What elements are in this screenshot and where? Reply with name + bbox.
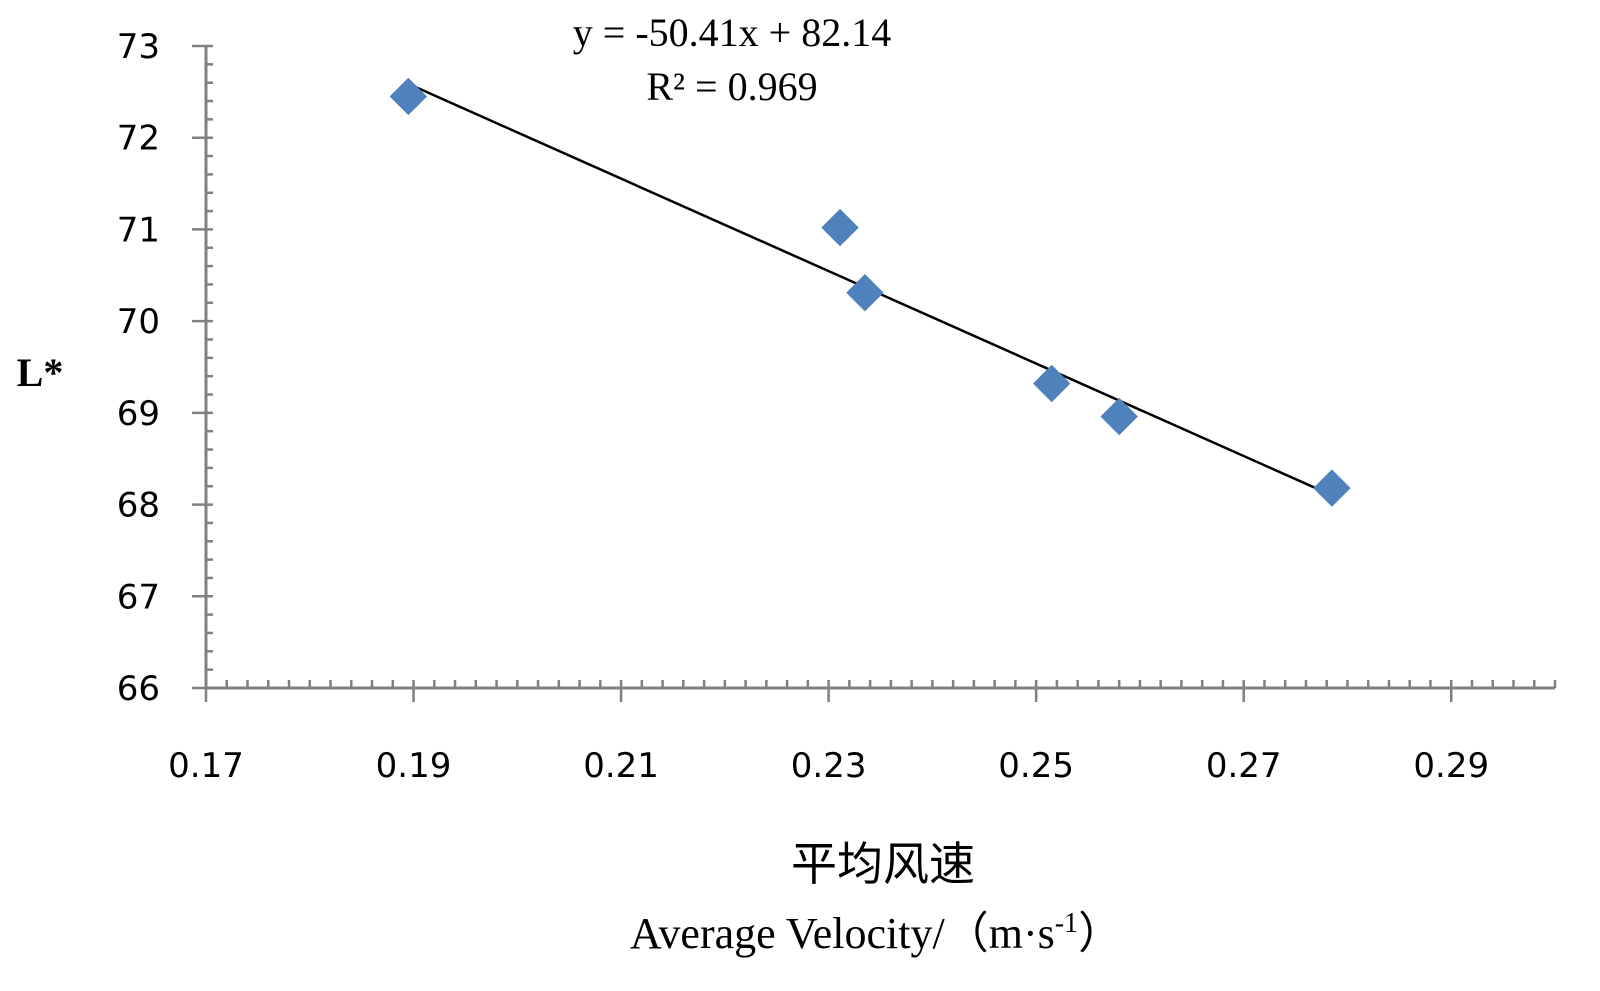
x-axis-title-cn: 平均风速 [791,837,975,891]
x-axis-title-en: Average Velocity/（m·s-1） [630,908,1122,958]
data-point [846,274,884,312]
x-axis-title-en-main: Average Velocity/（m·s [630,909,1055,958]
y-axis-title: L* [17,350,64,395]
y-tick-label: 73 [117,27,160,67]
data-point [1033,364,1071,403]
data-point [1313,469,1351,507]
y-tick-label: 70 [117,302,160,342]
y-tick-label: 66 [117,669,160,709]
x-tick-label: 0.19 [376,746,452,786]
y-minor-ticks [192,44,213,690]
x-tick-label: 0.25 [998,746,1074,786]
x-minor-ticks [204,680,1557,702]
data-points [389,77,1351,507]
x-axis-title-en-close: ） [1078,909,1122,958]
x-tick-label: 0.27 [1206,746,1282,786]
data-point [821,208,859,247]
r-squared: R² = 0.969 [646,64,817,109]
data-point [1100,397,1138,436]
y-tick-label: 67 [117,577,160,617]
x-axis-title-en-sup: -1 [1055,908,1078,939]
x-tick-label: 0.29 [1413,746,1489,786]
y-tick-label: 68 [117,486,160,526]
y-tick-labels: 66 67 68 69 70 71 72 73 [117,27,160,709]
y-tick-label: 69 [117,394,160,434]
data-point [389,77,428,116]
y-tick-label: 72 [117,119,160,159]
x-tick-label: 0.17 [168,746,244,786]
x-tick-labels: 0.17 0.19 0.21 0.23 0.25 0.27 0.29 [168,746,1489,786]
x-tick-label: 0.21 [583,746,659,786]
trendline-equation: y = -50.41x + 82.14 [573,10,891,55]
y-tick-label: 71 [117,210,160,250]
x-tick-label: 0.23 [791,746,867,786]
